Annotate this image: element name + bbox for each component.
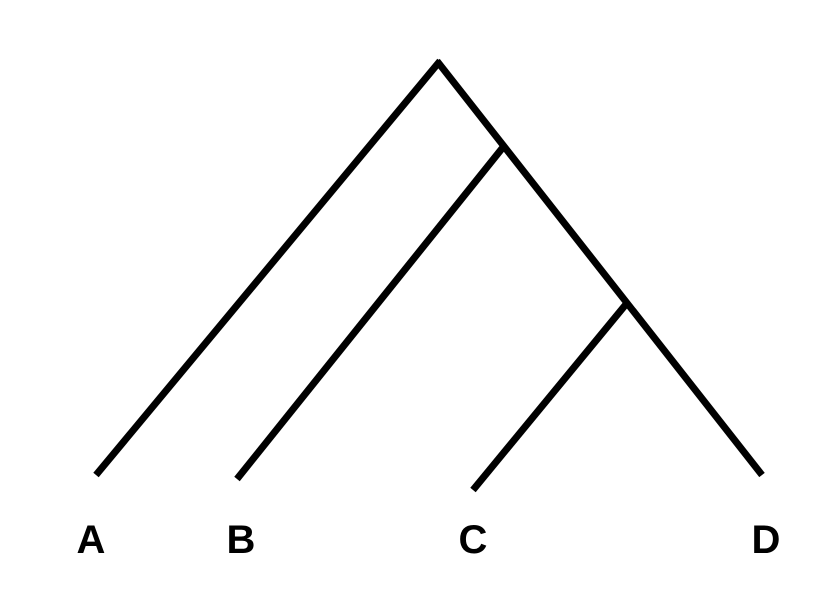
branch-root-to-d — [434, 58, 765, 478]
branch-node-cd-to-c — [470, 300, 630, 493]
taxon-label-b: B — [227, 518, 256, 562]
taxon-label-d: D — [752, 518, 781, 562]
branch-node-bcd-to-b — [234, 143, 507, 482]
taxon-label-a: A — [77, 518, 106, 562]
branch-root-to-a — [93, 58, 443, 478]
taxon-label-c: C — [459, 518, 488, 562]
